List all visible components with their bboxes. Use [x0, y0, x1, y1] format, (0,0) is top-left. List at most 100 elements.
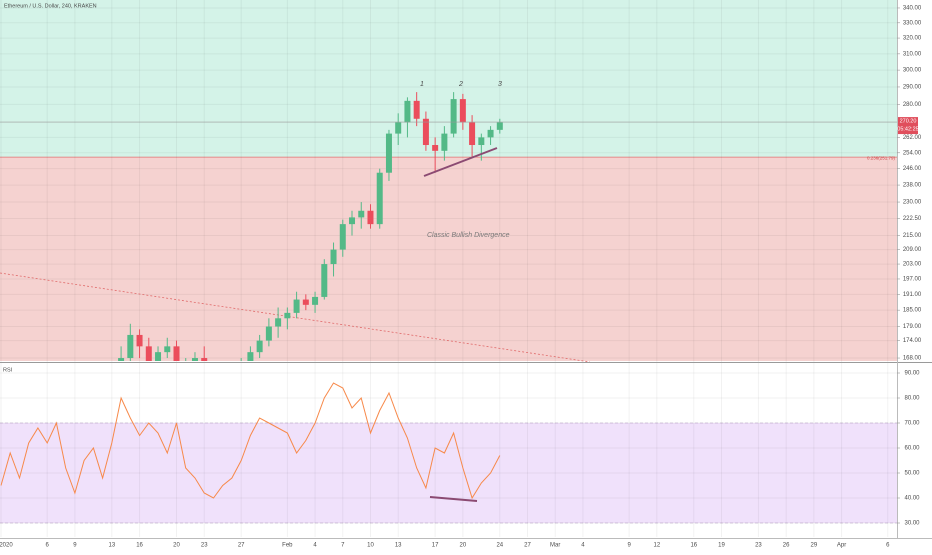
candle-body [330, 249, 337, 265]
y-tick-label: 230.00 [903, 200, 922, 206]
candle-body [256, 340, 263, 353]
y-tick-label: 280.00 [903, 102, 922, 108]
candle-body [183, 364, 189, 370]
candle-body [432, 145, 439, 151]
annotation: 2 [458, 81, 463, 88]
x-tick-label: 16 [136, 543, 143, 549]
candle-body [173, 346, 180, 361]
candle-body [136, 334, 143, 347]
zone-above [0, 0, 897, 158]
x-tick-label: Feb [282, 543, 293, 549]
candle-body [450, 99, 457, 134]
candle-body [469, 122, 476, 146]
candle-body [413, 100, 420, 119]
candle-body [247, 352, 254, 361]
y-tick-label: 90.00 [904, 371, 920, 377]
y-tick-label: 340.00 [903, 6, 922, 12]
candle-body [229, 373, 235, 379]
y-tick-label: 40.00 [904, 496, 920, 502]
x-tick-label: 26 [783, 543, 790, 549]
x-tick-label: 27 [238, 543, 245, 549]
candle-body [127, 334, 134, 359]
indicator-title: RSI [3, 367, 13, 373]
x-tick-label: 29 [811, 543, 818, 549]
annotation: Classic Bullish Divergence [427, 232, 510, 239]
price-label: 270.20 [900, 119, 917, 125]
candle-body [478, 137, 485, 146]
trend-line [0, 272, 591, 363]
y-tick-label: 60.00 [904, 446, 920, 452]
y-tick-label: 330.00 [903, 20, 922, 26]
x-tick-label: 6 [46, 543, 50, 549]
candle-body [459, 99, 466, 123]
candle-body [487, 129, 494, 138]
candle-body [275, 318, 282, 327]
y-tick-label: 80.00 [904, 396, 920, 402]
y-tick-label: 197.00 [903, 277, 922, 283]
candle-body [422, 118, 429, 146]
y-tick-label: 300.00 [903, 68, 922, 74]
candle-body [145, 346, 152, 361]
x-tick-label: 9 [73, 543, 77, 549]
y-tick-label: 238.00 [903, 183, 922, 189]
rsi-band [0, 423, 897, 523]
y-tick-label: 70.00 [904, 421, 920, 427]
x-tick-label: 27 [524, 543, 531, 549]
x-tick-label: 4 [313, 543, 317, 549]
y-tick-label: 174.00 [903, 338, 922, 344]
x-tick-label: 12 [653, 543, 660, 549]
candle-body [293, 299, 300, 313]
candle-body [302, 299, 309, 305]
x-tick-label: 7 [341, 543, 345, 549]
x-tick-label: 16 [690, 543, 697, 549]
candle-body [164, 346, 171, 353]
rsi-divergence-line [429, 496, 478, 502]
x-tick-label: 13 [395, 543, 402, 549]
candle-body [376, 172, 383, 225]
y-tick-label: 50.00 [904, 471, 920, 477]
y-tick-label: 168.00 [903, 356, 922, 362]
y-tick-label: 185.00 [903, 308, 922, 314]
x-tick-label: Apr [837, 543, 846, 549]
x-tick-label: 20 [460, 543, 467, 549]
candle-body [385, 133, 392, 173]
candle-body [358, 210, 365, 218]
candle-body [404, 100, 411, 123]
candle-body [284, 312, 291, 319]
chart-title: Ethereum / U.S. Dollar, 240, KRAKEN [4, 3, 97, 9]
x-tick-label: 20 [173, 543, 180, 549]
x-tick-label: 23 [755, 543, 762, 549]
rsi-line [0, 382, 501, 500]
zone-below [0, 157, 897, 361]
x-tick-label: Mar [550, 543, 560, 549]
x-tick-label: 19 [718, 543, 725, 549]
candle-body [321, 264, 328, 297]
x-tick-label: 9 [627, 543, 631, 549]
y-tick-label: 179.00 [903, 324, 922, 330]
divergence-line [423, 147, 498, 177]
y-tick-label: 215.00 [903, 233, 922, 239]
candle-body [265, 326, 272, 341]
annotation: 1 [420, 81, 424, 88]
x-tick-label: 13 [109, 543, 116, 549]
countdown: 05:42:25 [897, 127, 918, 133]
y-tick-label: 209.00 [903, 247, 922, 253]
y-tick-label: 320.00 [903, 36, 922, 42]
x-tick-label: 23 [201, 543, 208, 549]
x-tick-label: 17 [432, 543, 439, 549]
x-tick-label: 4 [581, 543, 585, 549]
x-tick-label: 24 [496, 543, 503, 549]
x-tick-label: 6 [886, 543, 890, 549]
x-tick-label: 2020 [0, 543, 13, 549]
x-tick-label: 10 [367, 543, 374, 549]
candle-body [339, 224, 346, 250]
y-tick-label: 290.00 [903, 85, 922, 91]
y-tick-label: 246.00 [903, 166, 922, 172]
y-tick-label: 191.00 [903, 292, 922, 298]
y-tick-label: 203.00 [903, 262, 922, 268]
price-label-box [898, 117, 918, 135]
candle-body [441, 133, 448, 151]
y-tick-label: 254.00 [903, 150, 922, 156]
candle-body [312, 296, 319, 305]
